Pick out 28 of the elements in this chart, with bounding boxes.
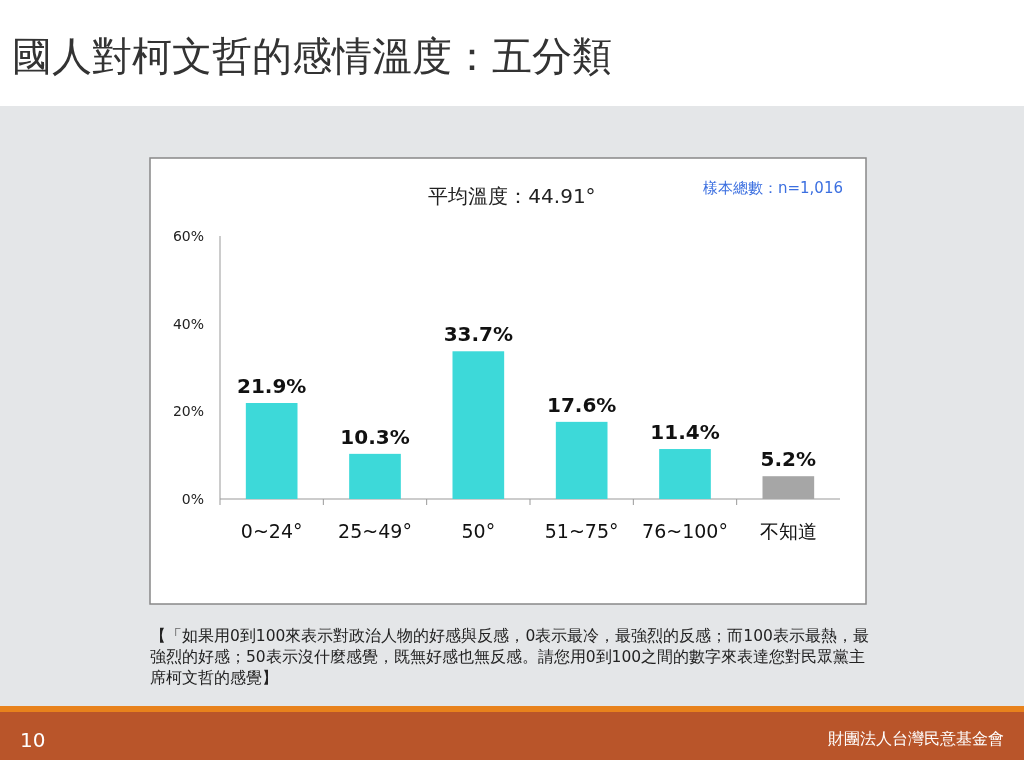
y-tick-label: 40% xyxy=(172,315,204,332)
data-label: 11.4% xyxy=(650,420,720,445)
chart-title: 國人對柯文哲的感情溫度：五分類 xyxy=(12,33,612,79)
data-label: 10.3% xyxy=(340,424,410,449)
x-tick-label: 50° xyxy=(461,520,496,542)
bar xyxy=(659,449,711,499)
text: 【「如果用0到100來表示對政治人物的好感與反感，0表示最冷，最強烈的反感；而100表示最熱，最強烈的好感；50表示沒什麼感覺，既無好感也無反感。請您用0到100之間的數字來表達您對民眾黨主席柯文哲的感覺】 xyxy=(150,626,870,689)
text: 財團法人台灣民意基金會 xyxy=(828,729,1004,748)
text: 樣本總數：n=1,016 xyxy=(702,179,843,197)
data-label: 21.9% xyxy=(236,374,307,399)
text: 10 xyxy=(20,728,46,752)
x-tick-label: 25~49° xyxy=(338,520,412,542)
x-tick-label: 不知道 xyxy=(759,520,817,542)
x-tick-label: 76~100° xyxy=(642,520,728,542)
data-label: 33.7% xyxy=(443,322,514,347)
bar xyxy=(762,476,815,499)
x-tick-label: 51~75° xyxy=(544,520,619,542)
bar xyxy=(349,453,401,499)
bar xyxy=(555,421,608,499)
data-label: 17.6% xyxy=(546,392,617,417)
bar xyxy=(245,403,298,499)
x-tick-label: 0~24° xyxy=(240,520,303,542)
y-tick-label: 0% xyxy=(181,491,204,507)
data-label: 5.2% xyxy=(760,447,817,472)
bar xyxy=(452,351,505,499)
y-tick-label: 60% xyxy=(172,228,204,244)
y-tick-label: 20% xyxy=(172,403,204,420)
chart-subtitle: 平均溫度：44.91° xyxy=(428,184,596,208)
